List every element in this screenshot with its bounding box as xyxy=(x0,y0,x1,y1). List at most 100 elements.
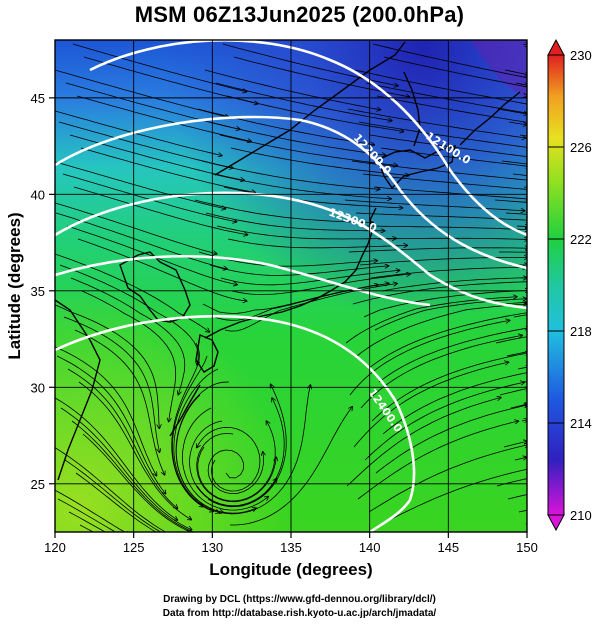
streamline xyxy=(508,121,527,125)
streamline xyxy=(499,388,527,396)
streamline xyxy=(79,524,95,532)
streamline xyxy=(358,121,527,148)
streamline xyxy=(204,69,381,110)
streamline xyxy=(363,290,527,318)
colorbar-tick-label: 230 xyxy=(570,48,592,63)
streamline xyxy=(59,264,198,365)
colorbar-tick-label: 226 xyxy=(570,140,592,155)
streamline xyxy=(523,187,527,188)
streamline xyxy=(516,226,527,227)
streamline xyxy=(494,199,527,203)
y-tick-label: 30 xyxy=(31,380,45,395)
contour-12300 xyxy=(55,191,527,310)
streamline xyxy=(375,405,527,474)
streamline xyxy=(175,394,256,514)
streamline xyxy=(80,147,255,193)
colorbar-max-arrow xyxy=(547,38,565,56)
streamline xyxy=(495,336,527,344)
coastline-asia-north xyxy=(214,41,406,176)
streamline xyxy=(497,108,527,114)
streamline xyxy=(355,212,527,220)
streamline xyxy=(381,277,527,292)
x-tick-label: 145 xyxy=(437,540,459,555)
colorbar-scale xyxy=(547,54,565,516)
colorbar: 230 226 222 218 214 210 xyxy=(547,38,592,532)
colorbar-tick-label: 222 xyxy=(570,232,592,247)
y-tick-label: 25 xyxy=(31,477,45,492)
streamline xyxy=(505,213,527,214)
streamline xyxy=(349,320,510,396)
lat-lon-gridlines xyxy=(55,40,527,532)
streamline xyxy=(55,304,159,428)
streamline xyxy=(55,212,227,269)
footer-data-source: Data from http://database.rish.kyoto-u.a… xyxy=(162,608,437,619)
streamline xyxy=(197,108,374,145)
map-plot-area: 12100.0 12200.0 12300.0 12400.0 xyxy=(55,40,527,532)
coastline-korea xyxy=(119,251,191,323)
streamline xyxy=(60,407,192,530)
colorbar-min-arrow xyxy=(547,514,565,532)
streamline xyxy=(378,328,527,383)
streamline xyxy=(512,174,527,176)
streamline xyxy=(231,274,410,295)
streamline xyxy=(63,316,160,452)
streamline xyxy=(197,421,276,502)
streamline xyxy=(346,398,501,487)
coastline-china xyxy=(55,299,101,481)
streamline xyxy=(205,212,385,231)
streamline xyxy=(55,489,130,532)
streamline xyxy=(503,441,527,448)
streamline xyxy=(354,69,527,105)
x-tick-label: 125 xyxy=(123,540,145,555)
x-tick-label: 150 xyxy=(516,540,538,555)
streamline xyxy=(345,297,517,344)
streamline xyxy=(379,468,527,526)
streamline xyxy=(209,265,389,276)
streamline xyxy=(81,290,177,422)
streamline xyxy=(74,329,165,475)
streamline xyxy=(181,407,268,511)
streamline xyxy=(197,426,261,492)
streamline xyxy=(55,397,177,520)
streamline xyxy=(233,56,410,97)
coastline-ryukyu xyxy=(169,384,201,437)
streamline xyxy=(356,304,526,357)
y-tick-label: 40 xyxy=(31,187,45,202)
streamline xyxy=(78,381,191,520)
streamline xyxy=(57,498,120,532)
y-tick-label: 35 xyxy=(31,284,45,299)
streamline xyxy=(218,385,310,515)
streamline xyxy=(513,314,527,318)
x-tick-label: 135 xyxy=(280,540,302,555)
streamline xyxy=(230,147,409,176)
streamline xyxy=(55,346,157,476)
streamline xyxy=(208,121,386,155)
streamline xyxy=(364,382,524,461)
streamline xyxy=(213,283,389,321)
streamline xyxy=(207,449,264,495)
coastline-sakhalin xyxy=(403,71,421,147)
coastline-mainland xyxy=(204,207,377,339)
colorbar-tick-label: 210 xyxy=(570,508,592,523)
streamline xyxy=(173,368,220,513)
streamline xyxy=(344,199,525,211)
streamline xyxy=(515,83,527,85)
contour-12100 xyxy=(89,40,527,237)
streamline xyxy=(226,95,403,132)
streamline xyxy=(66,225,237,285)
streamline xyxy=(76,95,251,141)
streamline xyxy=(171,355,213,511)
streamline xyxy=(348,248,527,253)
x-tick-label: 140 xyxy=(359,540,381,555)
streamline xyxy=(371,353,527,422)
streamline xyxy=(55,202,217,254)
streamline xyxy=(353,362,509,448)
coastline-kurils xyxy=(459,91,521,146)
map-title: MSM 06Z13Jun2025 (200.0hPa) xyxy=(134,2,465,27)
y-axis-title: Latitude (degrees) xyxy=(5,212,24,359)
streamline xyxy=(376,95,527,123)
streamline xyxy=(380,147,527,167)
x-tick-label: 120 xyxy=(44,540,66,555)
x-axis: 120 125 130 135 140 145 150 xyxy=(44,532,538,555)
